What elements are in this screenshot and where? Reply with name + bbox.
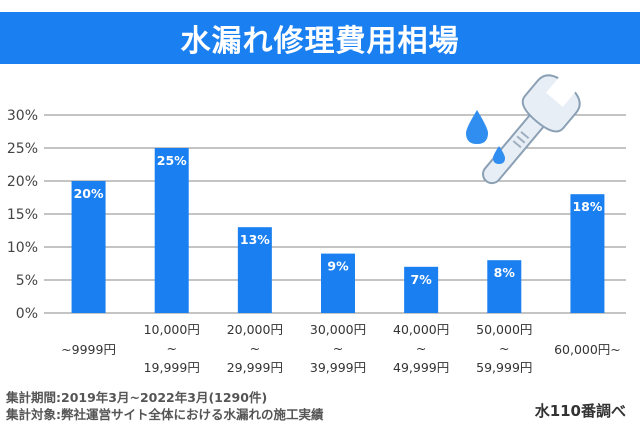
x-tick-label: 29,999円 (227, 360, 283, 375)
bar (321, 253, 355, 313)
footer-period: 集計期間:2019年3月~2022年3月(1290件) (6, 390, 268, 405)
x-tick-label: 50,000円 (476, 322, 532, 337)
y-tick-label: 10% (7, 240, 38, 256)
bar (154, 148, 189, 313)
bar (71, 181, 106, 313)
y-tick-label: 5% (16, 273, 38, 289)
x-tick-label: ~ (416, 341, 426, 356)
y-tick-label: 25% (7, 141, 38, 157)
y-tick-label: 0% (16, 306, 38, 322)
x-tick-label: ~ (166, 341, 176, 356)
bars (71, 148, 605, 313)
bar (237, 227, 272, 313)
bar-value-label: 20% (74, 186, 104, 201)
x-tick-label: 39,999円 (310, 360, 366, 375)
footer-target: 集計対象:弊社運営サイト全体における水漏れの施工実績 (6, 407, 324, 422)
water-drop-icon (466, 110, 505, 164)
bar-value-label: 7% (411, 272, 433, 287)
x-tick-label: ~ (499, 341, 509, 356)
x-tick-label: ~9999円 (61, 342, 116, 357)
x-tick-label: 59,999円 (476, 360, 532, 375)
chart-title: 水漏れ修理費用相場 (0, 12, 640, 64)
y-tick-label: 15% (7, 207, 38, 223)
bar (487, 260, 522, 313)
wrench-icon (482, 74, 581, 185)
bar-value-label: 8% (494, 265, 516, 280)
bar-value-labels: 20% 25% 13% 9% 7% 8% 18% (74, 153, 603, 287)
x-tick-label: 60,000円~ (554, 342, 621, 357)
source-label: 水110番調べ (534, 402, 626, 420)
bar-value-label: 13% (240, 232, 270, 247)
x-tick-label: 20,000円 (227, 322, 283, 337)
bar-value-label: 25% (157, 153, 187, 168)
x-tick-label: 40,000円 (393, 322, 449, 337)
x-tick-label: ~ (333, 341, 343, 356)
bar-value-label: 18% (572, 199, 602, 214)
bar-value-label: 9% (327, 259, 349, 274)
y-axis-ticks: 0% 5% 10% 15% 20% 25% 30% (7, 108, 38, 322)
x-tick-label: 30,000円 (310, 322, 366, 337)
bar (404, 266, 439, 313)
x-tick-label: 49,999円 (393, 360, 449, 375)
x-tick-label: ~ (250, 341, 260, 356)
bar (570, 194, 605, 313)
y-tick-label: 30% (7, 108, 38, 124)
y-tick-label: 20% (7, 174, 38, 190)
x-tick-label: 10,000円 (144, 322, 200, 337)
x-tick-label: 19,999円 (144, 360, 200, 375)
footer-notes: 集計期間:2019年3月~2022年3月(1290件) 集計対象:弊社運営サイト… (6, 389, 324, 423)
x-axis-ticks: ~9999円 10,000円 ~19,999円 20,000円 ~29,999円 30,0… (61, 322, 621, 375)
